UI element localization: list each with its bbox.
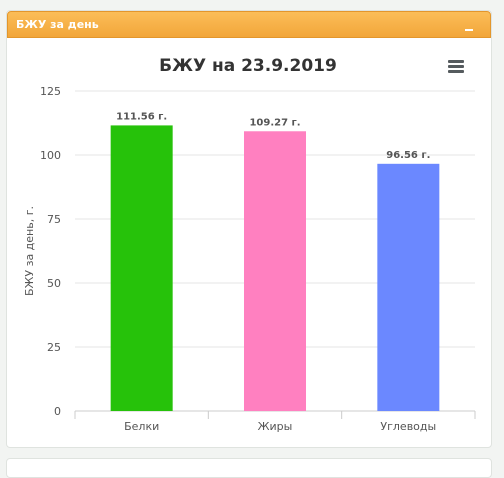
x-tick-label: Углеводы bbox=[380, 420, 436, 433]
bar-chart: БЖУ на 23.9.2019 0 25 50 75 100 125 БЖУ за день… bbox=[23, 56, 476, 433]
x-tick-label: Белки bbox=[124, 420, 159, 433]
bar-1 bbox=[110, 125, 173, 411]
chart-title: БЖУ на 23.9.2019 bbox=[159, 56, 337, 76]
y-tick-label: 25 bbox=[47, 341, 61, 354]
y-tick-label: 125 bbox=[40, 85, 61, 98]
data-label: 96.56 г. bbox=[386, 150, 430, 161]
hamburger-menu-icon[interactable] bbox=[446, 58, 466, 76]
bju-panel: БЖУ за день БЖУ на 23.9.2019 0 25 50 75 100 12… bbox=[6, 10, 492, 448]
minus-icon[interactable] bbox=[462, 20, 476, 34]
y-tick-label: 50 bbox=[47, 277, 61, 290]
x-tick-label: Жиры bbox=[258, 420, 293, 433]
data-label: 111.56 г. bbox=[116, 111, 167, 122]
next-panel bbox=[6, 458, 492, 478]
panel-header: БЖУ за день bbox=[7, 11, 491, 38]
y-tick-label: 100 bbox=[40, 149, 61, 162]
chart-area: БЖУ на 23.9.2019 0 25 50 75 100 125 БЖУ за день… bbox=[8, 41, 486, 445]
data-label: 109.27 г. bbox=[249, 117, 300, 128]
bar-2 bbox=[244, 131, 306, 411]
bar-3 bbox=[377, 163, 440, 411]
y-axis-label: БЖУ за день, г. bbox=[23, 206, 36, 296]
panel-title: БЖУ за день bbox=[16, 18, 99, 31]
y-tick-label: 75 bbox=[47, 213, 61, 226]
y-tick-label: 0 bbox=[54, 405, 61, 418]
